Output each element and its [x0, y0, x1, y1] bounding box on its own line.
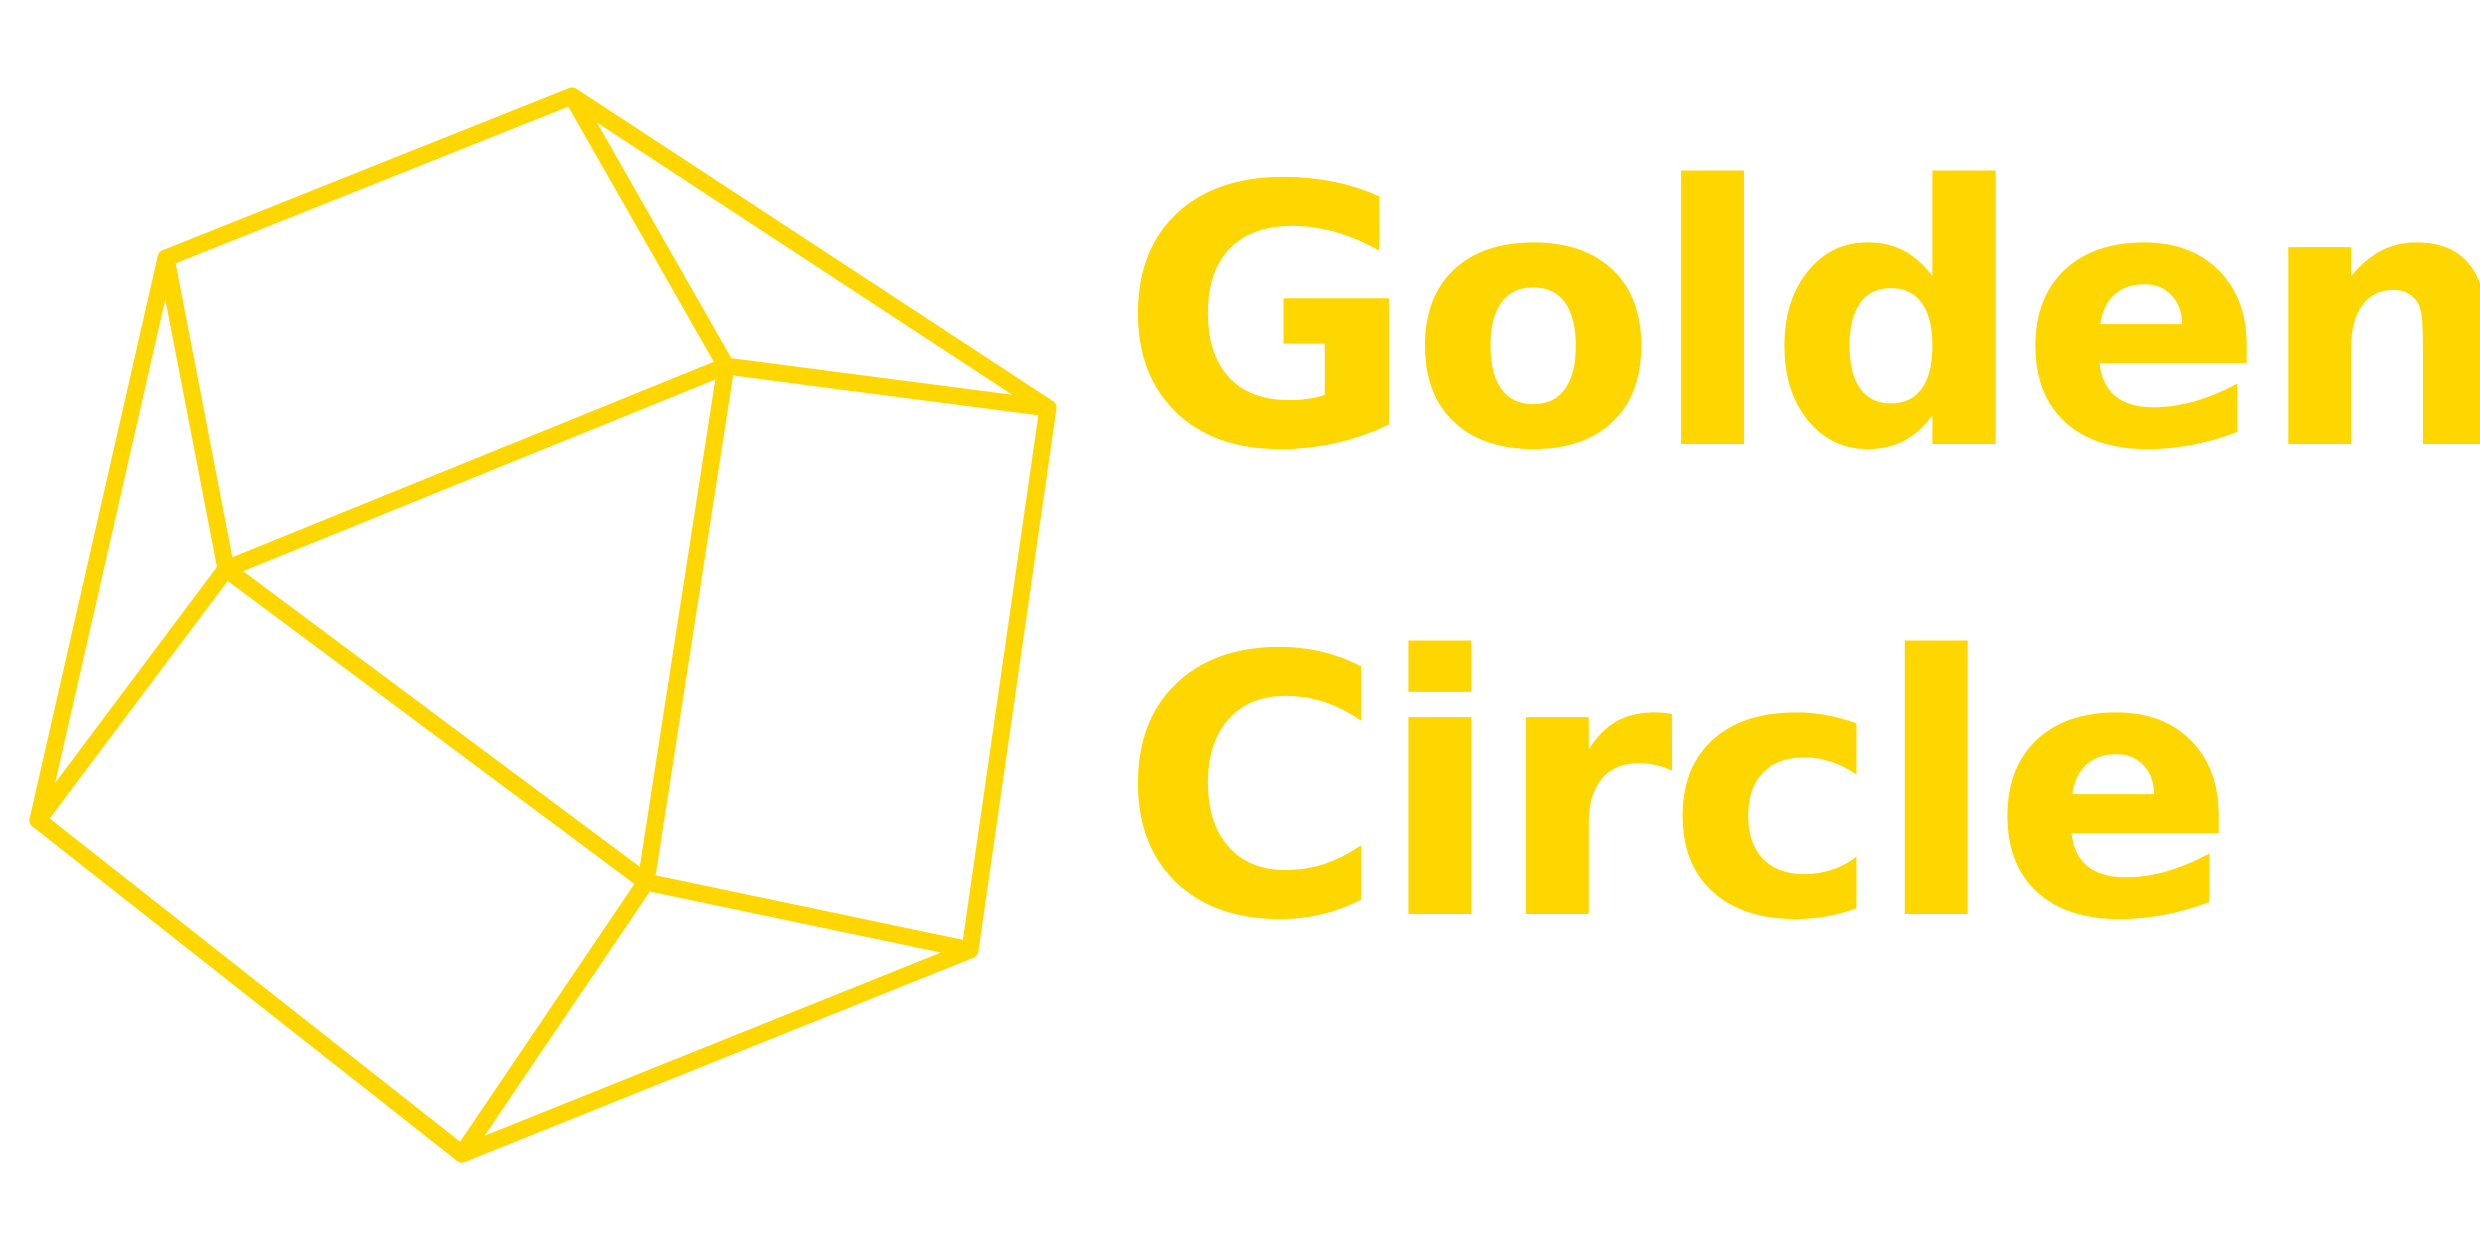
emblem-edge	[157, 249, 235, 578]
emblem-edge	[563, 87, 735, 375]
emblem-edge	[637, 357, 735, 891]
brand-name-line-2: Circle	[1120, 580, 2236, 999]
emblem-edge	[637, 873, 979, 959]
emblem-edge	[717, 357, 1057, 417]
brand-name-line-1: Golden	[1120, 110, 2480, 529]
emblem-edge	[453, 873, 655, 1163]
emblem-edge	[29, 560, 235, 829]
emblem-edge	[217, 357, 735, 578]
emblem-edge	[217, 560, 655, 891]
